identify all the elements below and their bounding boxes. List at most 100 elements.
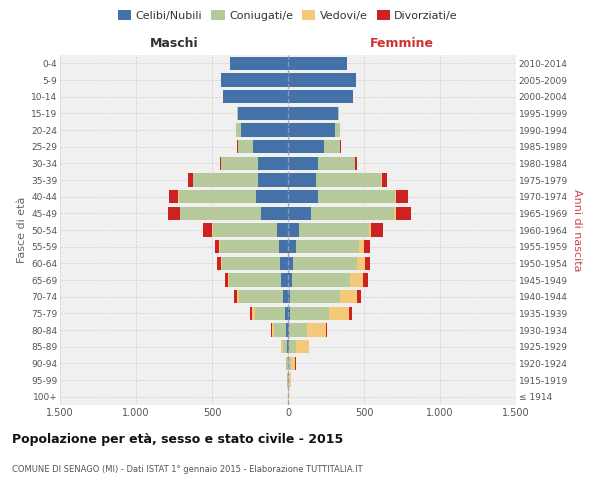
Bar [289,374,292,386]
Bar [359,240,364,254]
Bar [293,256,357,270]
Bar [277,224,288,236]
Bar [288,190,317,203]
Bar [281,340,283,353]
Bar [290,290,340,304]
Bar [225,274,228,286]
Bar [340,140,341,153]
Bar [203,224,212,236]
Bar [317,190,395,203]
Bar [292,274,350,286]
Bar [288,324,289,336]
Bar [230,56,288,70]
Bar [396,190,408,203]
Bar [213,224,277,236]
Bar [288,306,290,320]
Bar [260,206,288,220]
Bar [288,290,290,304]
Bar [283,340,287,353]
Bar [299,224,368,236]
Bar [241,124,288,136]
Bar [288,124,335,136]
Bar [285,306,288,320]
Bar [290,306,329,320]
Bar [340,290,357,304]
Bar [193,174,259,186]
Bar [169,190,178,203]
Y-axis label: Anni di nascita: Anni di nascita [572,188,582,271]
Bar [311,206,394,220]
Bar [287,340,288,353]
Bar [288,106,338,120]
Bar [308,340,309,353]
Bar [291,356,295,370]
Bar [238,106,288,120]
Bar [307,324,326,336]
Bar [279,240,288,254]
Bar [357,256,365,270]
Bar [288,340,289,353]
Bar [272,324,274,336]
Bar [237,106,238,120]
Bar [316,174,382,186]
Bar [229,274,281,286]
Bar [239,290,283,304]
Bar [259,174,288,186]
Bar [238,140,253,153]
Bar [289,324,307,336]
Bar [288,224,299,236]
Bar [221,74,288,86]
Bar [364,240,370,254]
Bar [236,124,241,136]
Bar [357,290,361,304]
Bar [253,140,288,153]
Bar [222,256,280,270]
Bar [368,224,371,236]
Bar [256,190,288,203]
Bar [329,306,349,320]
Bar [349,306,352,320]
Bar [335,124,340,136]
Bar [220,240,279,254]
Bar [180,206,260,220]
Bar [220,156,221,170]
Bar [288,274,292,286]
Bar [274,324,286,336]
Bar [355,156,358,170]
Bar [289,356,291,370]
Bar [338,106,339,120]
Y-axis label: Fasce di età: Fasce di età [17,197,27,263]
Bar [326,324,327,336]
Bar [234,290,237,304]
Bar [394,206,396,220]
Bar [252,306,255,320]
Bar [228,274,229,286]
Bar [288,206,311,220]
Bar [365,256,370,270]
Bar [237,140,238,153]
Bar [288,256,293,270]
Bar [223,90,288,104]
Bar [371,224,383,236]
Bar [395,190,396,203]
Bar [296,240,359,254]
Bar [286,324,288,336]
Bar [271,324,272,336]
Bar [296,340,308,353]
Bar [188,174,193,186]
Bar [288,56,347,70]
Bar [221,156,257,170]
Text: Femmine: Femmine [370,37,434,50]
Bar [257,156,288,170]
Text: COMUNE DI SENAGO (MI) - Dati ISTAT 1° gennaio 2015 - Elaborazione TUTTITALIA.IT: COMUNE DI SENAGO (MI) - Dati ISTAT 1° ge… [12,466,362,474]
Bar [283,290,288,304]
Bar [382,174,387,186]
Text: Popolazione per età, sesso e stato civile - 2015: Popolazione per età, sesso e stato civil… [12,432,343,446]
Bar [288,240,296,254]
Bar [179,190,256,203]
Bar [250,306,252,320]
Text: Maschi: Maschi [149,37,199,50]
Bar [396,206,411,220]
Bar [319,156,355,170]
Bar [281,274,288,286]
